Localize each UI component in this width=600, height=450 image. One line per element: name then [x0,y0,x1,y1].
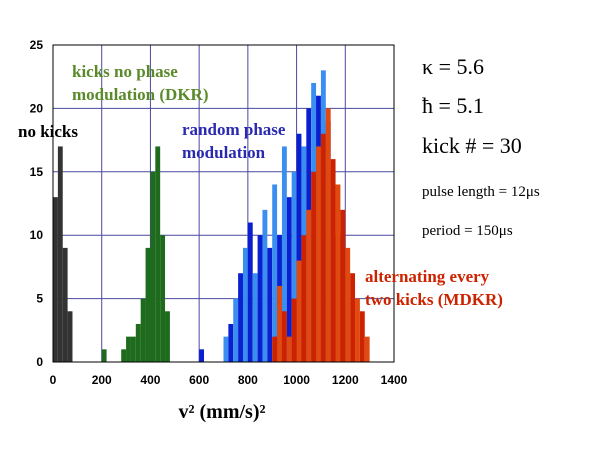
param-kappa: κ = 5.6 [422,54,484,79]
bar-alternating-1160 [335,184,341,362]
bar-kicks-320 [130,336,136,362]
bar-alternating-1040 [306,209,312,362]
param-period: period = 150μs [422,223,513,239]
x-tick-label: 600 [189,373,209,387]
x-tick-label: 1000 [283,373,310,387]
bar-kicks-440 [160,235,166,362]
annotation-dkr-line1: kicks no phase [72,62,178,81]
annotation-mdkr-line2: two kicks (MDKR) [365,290,503,309]
bar-no-40 [62,247,68,362]
x-tick-label: 0 [50,373,57,387]
bar-alternating-1000 [296,260,302,362]
bar-random-860 [262,209,268,362]
bar-alternating-1080 [316,146,321,362]
annotation-random-line2: modulation [182,143,266,162]
annotation-no-kicks: no kicks [18,122,78,141]
bar-random-900 [272,184,278,362]
bar-no-20 [57,146,63,362]
bar-random-1000 [296,133,302,362]
param-kick-number: kick # = 30 [422,133,522,158]
bar-alternating-940 [281,311,287,362]
x-tick-labels: 0 200 400 600 800 1000 1200 1400 [50,373,408,387]
bar-kicks-280 [121,349,127,362]
histogram-bars [53,70,370,363]
bar-random-880 [267,247,273,362]
bar-alternating-1180 [340,209,346,362]
bar-alternating-1260 [359,311,365,362]
bar-random-780 [242,247,248,362]
y-tick-label: 10 [30,228,44,242]
x-axis-title: v² (mm/s)² [179,401,266,423]
annotation-mdkr-line1: alternating every [365,267,490,286]
annotation-dkr-line2: modulation (DKR) [72,85,208,104]
bar-alternating-1200 [345,247,351,362]
param-hbar: ħ = 5.1 [422,93,484,118]
bar-alternating-900 [272,336,278,362]
bar-alternating-960 [286,336,292,362]
bar-alternating-1220 [350,273,356,362]
bar-alternating-1100 [320,133,326,362]
y-tick-labels: 0 5 10 15 20 25 [30,38,44,369]
x-tick-label: 1400 [381,373,408,387]
bar-random-760 [238,273,243,362]
bar-kicks-420 [155,146,161,362]
bar-alternating-920 [277,285,282,362]
bar-random-940 [281,146,287,362]
bar-random-700 [223,336,229,362]
bar-kicks-200 [101,349,107,362]
y-tick-label: 5 [36,292,43,306]
y-tick-label: 25 [30,38,44,52]
bar-kicks-400 [150,171,156,362]
bar-alternating-1240 [355,298,360,362]
bar-alternating-1140 [330,159,336,362]
y-tick-label: 15 [30,165,44,179]
bar-kicks-300 [126,336,131,362]
x-tick-label: 1200 [332,373,359,387]
bar-alternating-1120 [325,108,331,363]
bar-random-980 [291,171,297,362]
bar-kicks-340 [135,323,141,362]
bar-alternating-1280 [364,336,370,362]
x-tick-label: 800 [238,373,258,387]
bar-random-820 [252,273,258,362]
x-tick-label: 400 [140,373,160,387]
bar-random-720 [228,323,234,362]
annotation-random-line1: random phase [182,120,286,139]
bar-alternating-1020 [301,235,307,362]
bar-random-740 [233,298,239,362]
bar-random-960 [286,197,292,362]
bar-random-600 [199,349,205,362]
bar-no-60 [67,311,73,362]
bar-random-800 [247,222,253,362]
bar-no-0 [53,197,58,362]
bar-kicks-460 [165,311,170,362]
bar-alternating-980 [291,298,297,362]
x-tick-label: 200 [92,373,112,387]
plot-frame [52,44,395,363]
bar-random-840 [257,235,263,362]
param-pulse-length: pulse length = 12μs [422,184,540,200]
bar-alternating-1060 [311,171,317,362]
bar-kicks-360 [140,298,146,362]
y-tick-label: 0 [36,355,43,369]
bar-kicks-380 [145,247,151,362]
y-tick-label: 20 [30,101,44,115]
